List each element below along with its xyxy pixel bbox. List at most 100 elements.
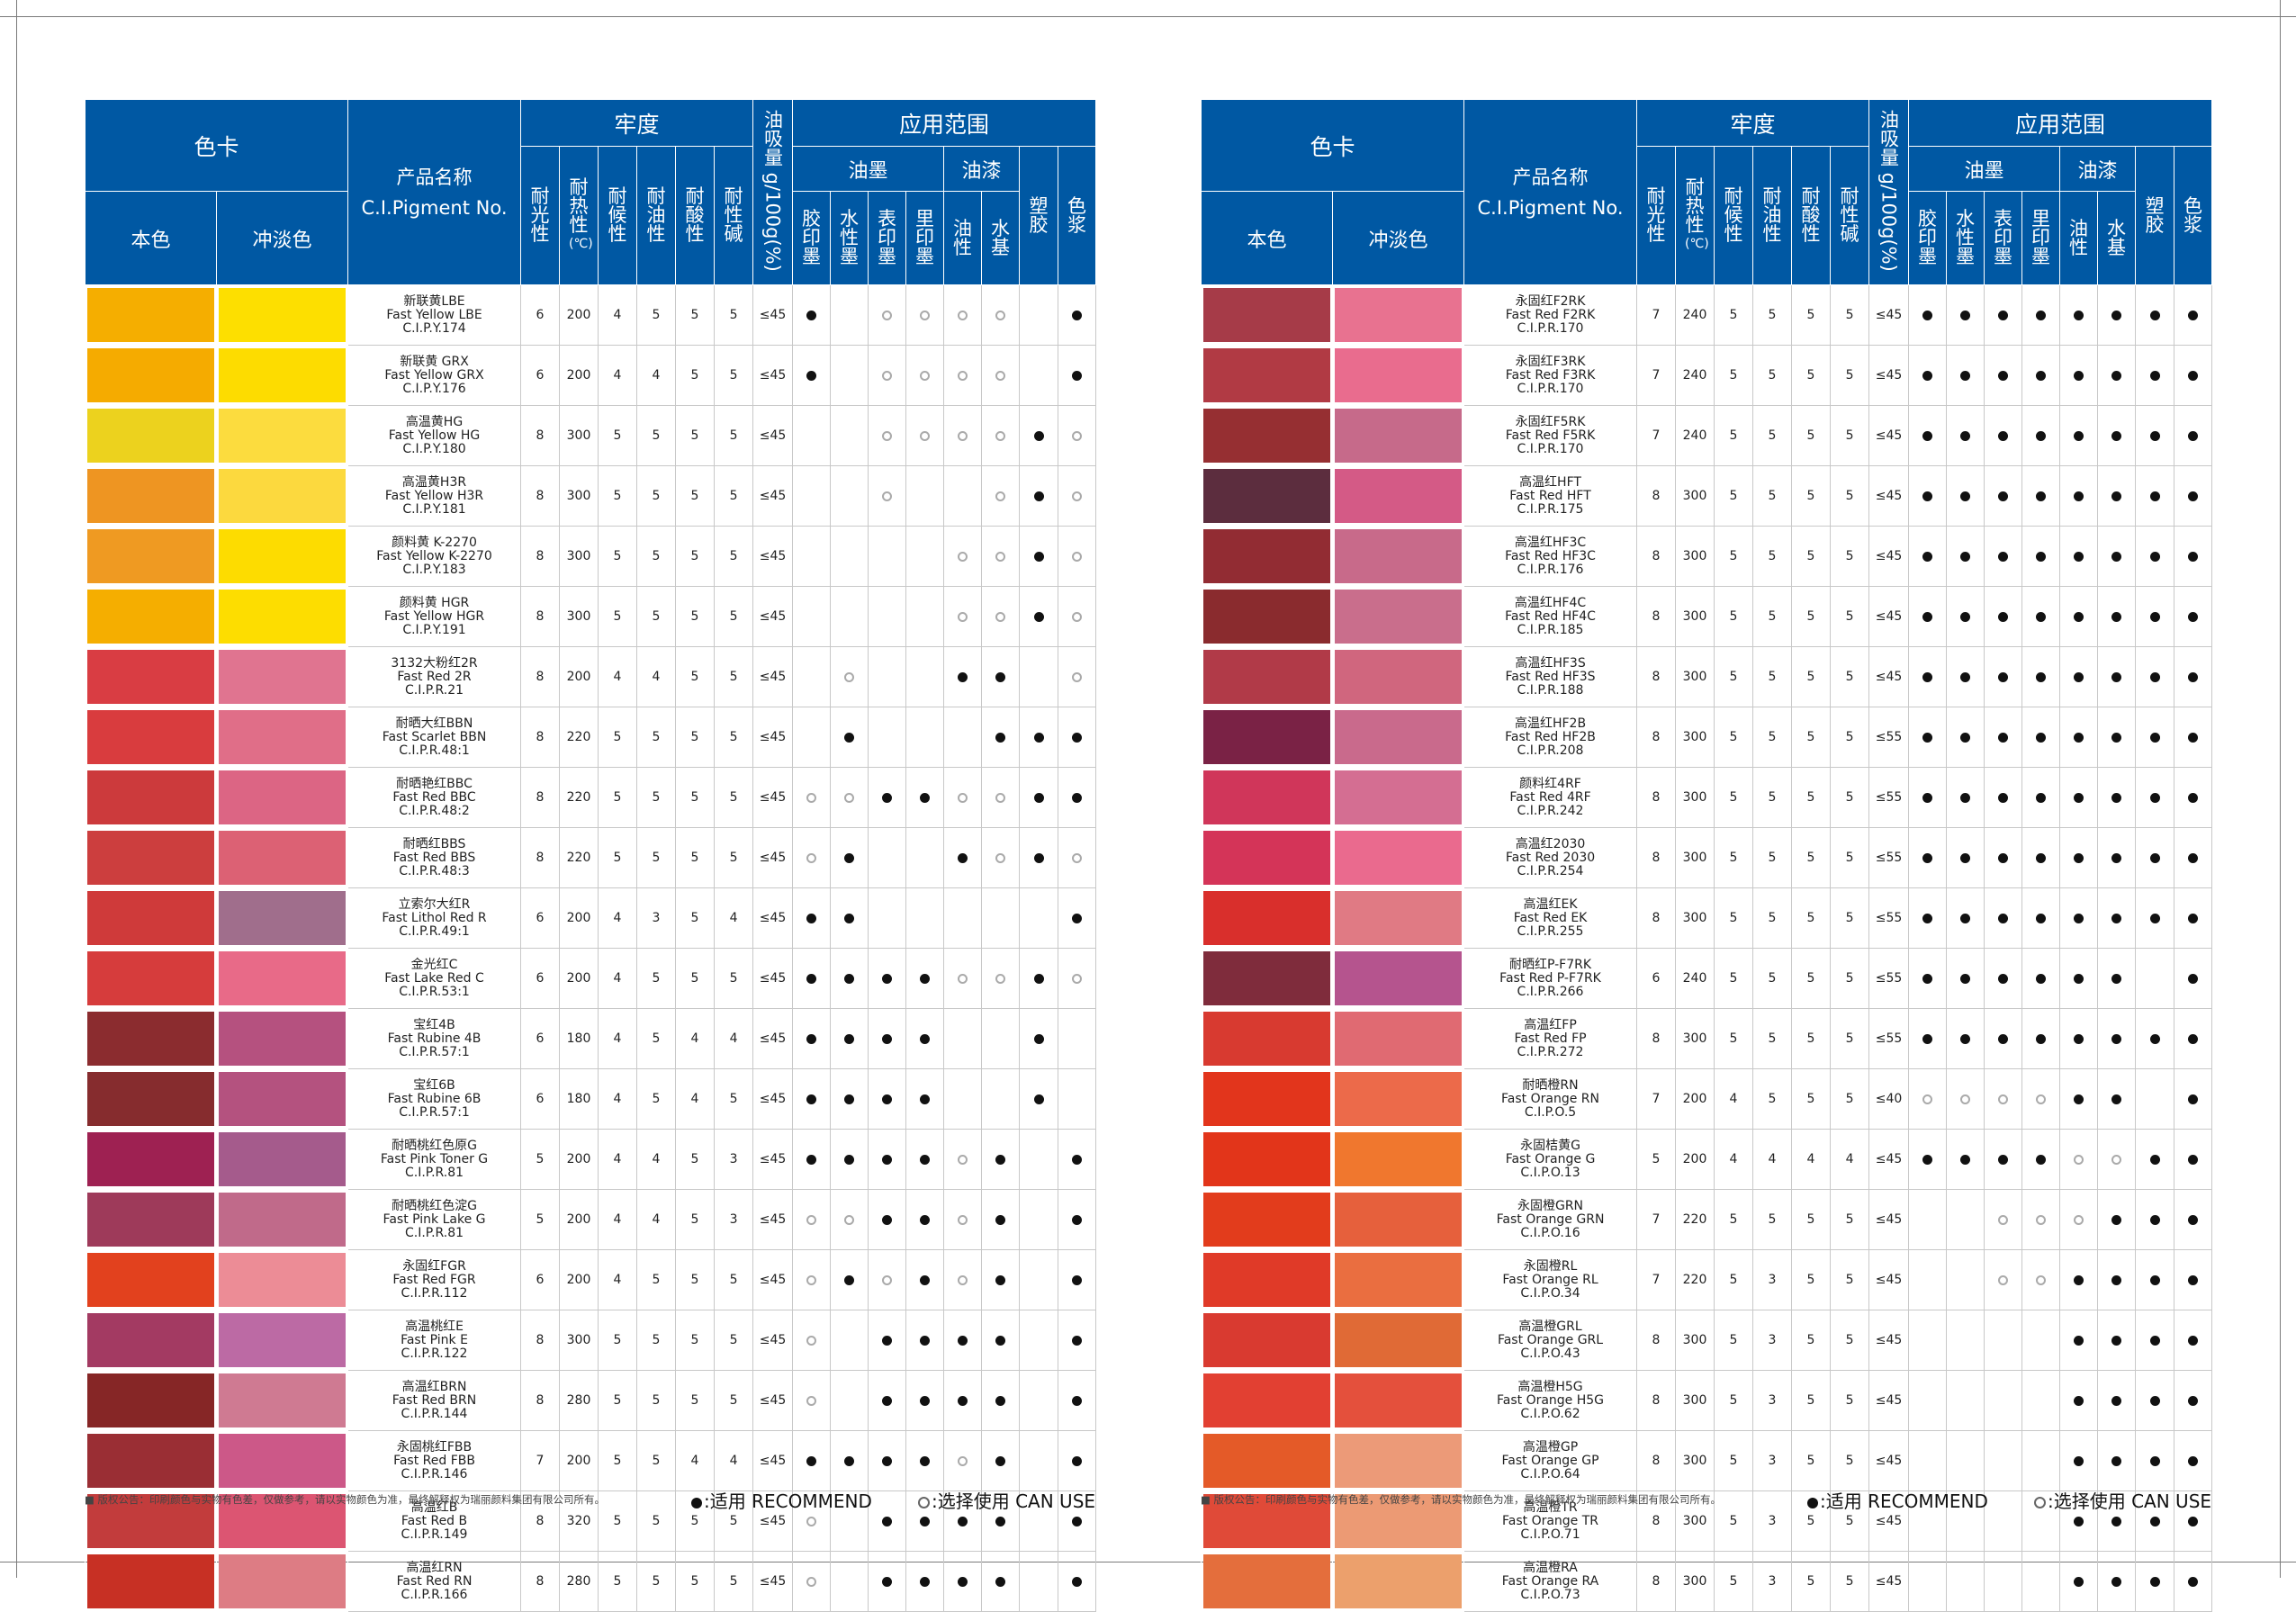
paint-water-cell — [981, 707, 1021, 768]
table-row: 永固红F5RK Fast Red F5RK C.I.P.R.170 7 240 5 5 5 5 ≤… — [1201, 405, 2213, 466]
pigment-number: C.I.P.O.73 — [1520, 1587, 1580, 1602]
recommend-dot-icon — [2188, 913, 2199, 923]
paint-oil-cell — [2059, 1551, 2099, 1612]
plastic-cell — [1019, 646, 1059, 707]
color-paste-cell — [1058, 1068, 1097, 1130]
tint-cell — [215, 887, 349, 949]
oil-absorption-cell: ≤45 — [1868, 1129, 1910, 1190]
ink-water-cell — [830, 586, 869, 647]
alkali-fastness-cell: 5 — [1830, 767, 1870, 828]
ink-water-cell — [830, 948, 869, 1009]
oil-fastness-cell: 5 — [1752, 586, 1793, 647]
ink-reverse-cell — [905, 1249, 945, 1310]
color-paste-cell — [1058, 1490, 1097, 1552]
alkali-fastness-cell: 5 — [714, 405, 754, 466]
app-col-label: 表印墨 — [878, 208, 897, 267]
weather-fastness-cell: 5 — [598, 405, 638, 466]
plastic-cell — [2135, 948, 2175, 1009]
can-use-ring-icon — [844, 671, 855, 682]
oil-absorption-cell: ≤45 — [752, 767, 794, 828]
panel-footer: ■ 版权公告：印刷颜色与实物有色差，仅做参考，请以实物颜色为准，最终解释权为瑞丽… — [85, 1485, 1095, 1521]
recommend-dot-icon — [1922, 551, 1933, 562]
can-use-ring-icon — [958, 973, 968, 984]
heat-fastness-cell: 240 — [1675, 948, 1715, 1009]
oil-fastness-cell: 5 — [1752, 526, 1793, 587]
recommend-dot-icon — [2074, 732, 2084, 743]
oil-fastness-cell: 4 — [636, 1189, 677, 1250]
table-row: 宝红4B Fast Rubine 4B C.I.P.R.57:1 6 180 4 5 4 4 ≤4… — [85, 1008, 1097, 1069]
recommend-dot-icon — [920, 1335, 931, 1346]
ink-offset-cell — [1908, 1551, 1948, 1612]
weather-fastness-cell: 5 — [1714, 1490, 1754, 1552]
light-fastness-cell: 8 — [1636, 1310, 1677, 1371]
paint-oil-cell — [2059, 1129, 2099, 1190]
paint-water-cell — [981, 646, 1021, 707]
acid-fastness-cell: 5 — [675, 405, 716, 466]
recommend-dot-icon — [958, 852, 968, 863]
ink-water-cell — [830, 1068, 869, 1130]
paint-water-cell — [981, 526, 1021, 587]
alkali-fastness-cell: 5 — [714, 345, 754, 406]
fastness-header: 牢度 — [1636, 99, 1870, 147]
light-fastness-cell: 6 — [1636, 948, 1677, 1009]
ink-surface-cell — [868, 345, 907, 406]
table-row: 金光红C Fast Lake Red C C.I.P.R.53:1 6 200 4 5 5 5 ≤… — [85, 948, 1097, 1009]
paint-water-cell — [981, 345, 1021, 406]
paint-water-cell — [981, 465, 1021, 527]
ink-water-header: 水性墨 — [830, 191, 869, 285]
plastic-cell — [2135, 1370, 2175, 1431]
recommend-dot-icon — [920, 1033, 931, 1044]
product-name-cell: 耐晒桃红色淀G Fast Pink Lake G C.I.P.R.81 — [347, 1189, 522, 1250]
tint-cell — [215, 827, 349, 888]
tint-swatch — [1335, 590, 1463, 644]
alkali-fastness-cell: 5 — [1830, 586, 1870, 647]
masstone-cell — [85, 767, 217, 828]
color-paste-cell — [1058, 707, 1097, 768]
paint-water-cell — [2097, 646, 2137, 707]
ink-water-cell — [1946, 887, 1985, 949]
tint-cell — [215, 1370, 349, 1431]
recommend-dot-icon — [2074, 973, 2084, 984]
oil-fastness-cell: 5 — [636, 284, 677, 346]
ink-reverse-cell — [2021, 586, 2061, 647]
recommend-dot-icon — [2149, 1516, 2160, 1526]
color-paste-cell — [1058, 1310, 1097, 1371]
plastic-cell — [1019, 1249, 1059, 1310]
can-use-ring-icon — [2034, 1497, 2046, 1508]
masstone-cell — [85, 345, 217, 406]
table-row: 耐晒桃红色原G Fast Pink Toner G C.I.P.R.81 5 200 4 4… — [85, 1129, 1097, 1190]
heat-fastness-cell: 300 — [559, 526, 599, 587]
can-use-ring-icon — [995, 792, 1006, 803]
ink-surface-cell — [868, 1370, 907, 1431]
recommend-dot-icon — [2074, 1516, 2084, 1526]
paint-water-cell — [981, 767, 1021, 828]
oil-absorption-cell: ≤45 — [752, 1129, 794, 1190]
recommend-dot-icon — [1807, 1497, 1818, 1508]
tint-swatch — [1335, 1132, 1463, 1186]
product-name-cn: 高温红B — [410, 1499, 458, 1515]
ink-surface-cell — [868, 1189, 907, 1250]
product-name-cell: 立索尔大红R Fast Lithol Red R C.I.P.R.49:1 — [347, 887, 522, 949]
ink-water-cell — [830, 1129, 869, 1190]
masstone-swatch — [1203, 770, 1330, 824]
paint-water-cell — [2097, 887, 2137, 949]
ink-surface-cell — [868, 526, 907, 587]
ink-surface-cell — [1984, 827, 2023, 888]
product-name-en: Fast Red 4RF — [1509, 789, 1591, 805]
product-name-cn: 高温红HF3C — [1514, 535, 1587, 550]
fastness-col-label: 耐热性 (℃) — [1685, 178, 1709, 253]
masstone-cell — [85, 1008, 217, 1069]
recommend-dot-icon — [1960, 792, 1971, 803]
light-fastness-cell: 6 — [520, 1249, 561, 1310]
tint-cell — [215, 1430, 349, 1491]
tint-cell — [215, 284, 349, 346]
ink-offset-cell — [792, 767, 832, 828]
plastic-cell — [2135, 1249, 2175, 1310]
masstone-swatch — [87, 1373, 214, 1427]
can-use-ring-icon — [1072, 430, 1083, 441]
light-fastness-cell: 7 — [1636, 1249, 1677, 1310]
ink-offset-cell — [1908, 887, 1948, 949]
heat-fastness-cell: 300 — [1675, 707, 1715, 768]
ink-offset-cell — [1908, 1310, 1948, 1371]
product-name-cn: 高温红BRN — [401, 1379, 467, 1394]
